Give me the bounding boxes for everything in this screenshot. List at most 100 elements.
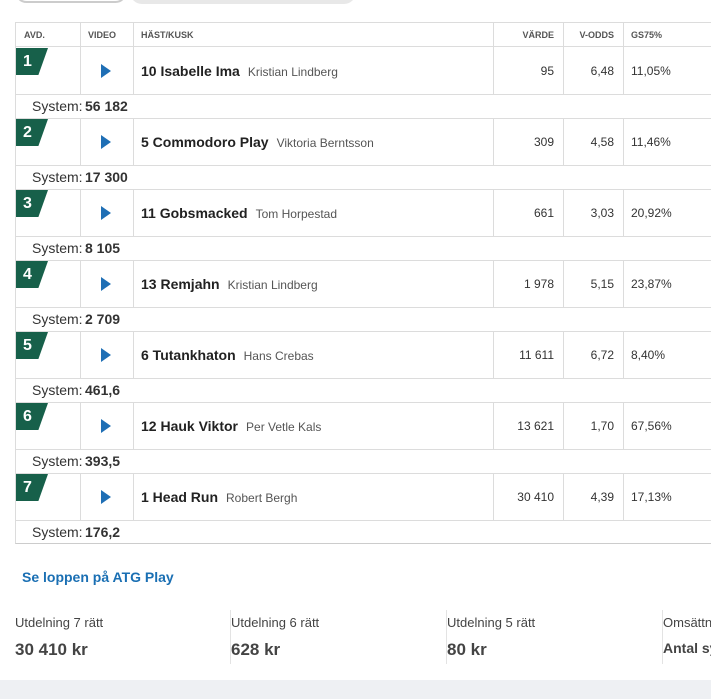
driver-name: Tom Horpestad — [255, 207, 337, 221]
payout-label: Utdelning 7 rätt — [15, 615, 104, 630]
system-value: 461,6 — [85, 382, 121, 398]
divider — [563, 47, 564, 94]
payout-label: Utdelning 5 rätt — [447, 615, 536, 630]
divider — [15, 46, 711, 47]
horse-name[interactable]: 12 Hauk Viktor — [141, 418, 239, 434]
divider — [623, 260, 624, 307]
tab[interactable] — [15, 0, 127, 3]
horse-cell: 1 Head Run Robert Bergh — [141, 489, 297, 507]
system-value: 176,2 — [85, 524, 121, 540]
divider — [662, 610, 663, 664]
gs75: 11,05% — [631, 64, 671, 78]
divider — [623, 473, 624, 520]
column-header: AVD. — [24, 30, 45, 40]
divider — [15, 402, 711, 403]
odds: 5,15 — [590, 277, 614, 291]
avd-number: 4 — [23, 266, 32, 283]
divider — [493, 473, 494, 520]
system-value: 56 182 — [85, 98, 128, 114]
divider — [15, 236, 711, 237]
divider — [80, 47, 81, 94]
system-label: System: — [32, 382, 83, 398]
tab[interactable] — [130, 0, 356, 4]
system-label: System: — [32, 169, 83, 185]
system-label: System: — [32, 98, 83, 114]
column-header: VÄRDE — [522, 30, 554, 40]
driver-name: Kristian Lindberg — [247, 65, 338, 79]
gs75: 8,40% — [631, 348, 666, 362]
odds: 3,03 — [590, 206, 614, 220]
horse-name[interactable]: 1 Head Run — [141, 489, 219, 505]
divider — [15, 449, 711, 450]
divider — [15, 94, 711, 95]
divider — [623, 402, 624, 449]
horse-name[interactable]: 10 Isabelle Ima — [141, 63, 240, 79]
divider — [493, 47, 494, 94]
divider — [493, 118, 494, 165]
play-button[interactable] — [101, 490, 111, 504]
driver-name: Per Vetle Kals — [246, 420, 322, 434]
divider — [15, 189, 711, 190]
divider — [493, 331, 494, 378]
play-button[interactable] — [101, 206, 111, 220]
avd-number: 3 — [23, 195, 32, 212]
system-value: 393,5 — [85, 453, 121, 469]
play-button[interactable] — [101, 348, 111, 362]
play-button[interactable] — [101, 135, 111, 149]
divider — [133, 473, 134, 520]
value: 309 — [533, 135, 554, 149]
avd-number: 7 — [23, 479, 32, 496]
value: 30 410 — [517, 490, 554, 504]
divider — [493, 260, 494, 307]
divider — [623, 22, 624, 46]
footer-bg — [0, 680, 711, 699]
divider — [133, 402, 134, 449]
horse-name[interactable]: 13 Remjahn — [141, 276, 220, 292]
gs75: 67,56% — [631, 419, 672, 433]
odds: 1,70 — [590, 419, 614, 433]
divider — [15, 165, 711, 166]
payout-amount: Antal system — [663, 640, 711, 656]
play-button[interactable] — [101, 277, 111, 291]
divider — [563, 402, 564, 449]
column-header: VIDEO — [88, 30, 117, 40]
divider — [493, 22, 494, 46]
results-table — [15, 22, 711, 544]
horse-cell: 10 Isabelle Ima Kristian Lindberg — [141, 63, 338, 81]
avd-number: 1 — [23, 53, 32, 70]
driver-name: Kristian Lindberg — [227, 278, 318, 292]
column-header: V-ODDS — [579, 30, 614, 40]
value: 661 — [533, 206, 554, 220]
divider — [80, 118, 81, 165]
divider — [80, 22, 81, 46]
odds: 4,58 — [590, 135, 614, 149]
payout-amount: 628 kr — [231, 640, 281, 659]
odds: 4,39 — [590, 490, 614, 504]
payout-label: Omsättning — [663, 615, 711, 630]
divider — [446, 610, 447, 664]
horse-cell: 13 Remjahn Kristian Lindberg — [141, 276, 318, 294]
horse-name[interactable]: 11 Gobsmacked — [141, 205, 248, 221]
divider — [133, 260, 134, 307]
gs75: 11,46% — [631, 135, 671, 149]
system-value: 8 105 — [85, 240, 121, 256]
avd-number: 2 — [23, 124, 32, 141]
horse-cell: 11 Gobsmacked Tom Horpestad — [141, 205, 337, 223]
play-button[interactable] — [101, 64, 111, 78]
divider — [623, 331, 624, 378]
system-label: System: — [32, 240, 83, 256]
odds: 6,48 — [590, 64, 614, 78]
horse-name[interactable]: 5 Commodoro Play — [141, 134, 269, 150]
gs75: 23,87% — [631, 277, 672, 291]
horse-name[interactable]: 6 Tutankhaton — [141, 347, 236, 363]
divider — [493, 189, 494, 236]
play-button[interactable] — [101, 419, 111, 433]
divider — [80, 473, 81, 520]
divider — [80, 402, 81, 449]
horse-cell: 12 Hauk Viktor Per Vetle Kals — [141, 418, 321, 436]
system-label: System: — [32, 524, 83, 540]
divider — [623, 47, 624, 94]
divider — [133, 331, 134, 378]
link[interactable]: Se loppen på ATG Play — [22, 569, 174, 585]
